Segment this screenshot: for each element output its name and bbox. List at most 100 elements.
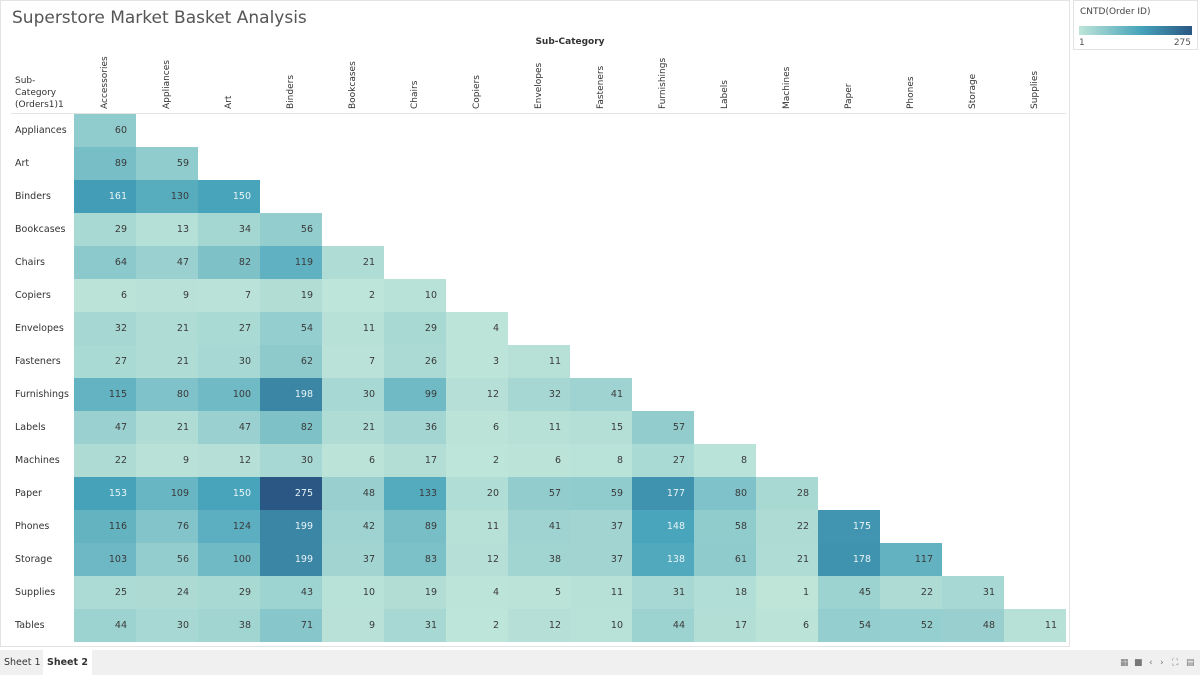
heatmap-cell[interactable]: 22 (756, 510, 818, 543)
heatmap-cell[interactable]: 275 (260, 477, 322, 510)
heatmap-cell[interactable]: 116 (74, 510, 136, 543)
heatmap-cell[interactable]: 161 (74, 180, 136, 213)
heatmap-cell[interactable]: 36 (384, 411, 446, 444)
row-header-label[interactable]: Copiers (15, 290, 51, 301)
heatmap-cell[interactable]: 10 (570, 609, 632, 642)
heatmap-cell[interactable]: 41 (508, 510, 570, 543)
heatmap-cell[interactable]: 31 (942, 576, 1004, 609)
heatmap-cell[interactable]: 37 (322, 543, 384, 576)
heatmap-cell[interactable]: 56 (136, 543, 198, 576)
heatmap-cell[interactable]: 30 (198, 345, 260, 378)
heatmap-cell[interactable]: 76 (136, 510, 198, 543)
row-header-label[interactable]: Fasteners (15, 356, 61, 367)
heatmap-cell[interactable]: 29 (198, 576, 260, 609)
row-header-label[interactable]: Storage (15, 554, 53, 565)
heatmap-cell[interactable]: 11 (1004, 609, 1066, 642)
heatmap-cell[interactable]: 124 (198, 510, 260, 543)
heatmap-cell[interactable]: 115 (74, 378, 136, 411)
row-header-label[interactable]: Tables (15, 620, 45, 631)
heatmap-cell[interactable]: 89 (384, 510, 446, 543)
row-header-label[interactable]: Appliances (15, 125, 67, 136)
heatmap-cell[interactable]: 62 (260, 345, 322, 378)
tab-sheet-2[interactable]: Sheet 2 (43, 650, 92, 675)
heatmap-cell[interactable]: 83 (384, 543, 446, 576)
column-header[interactable]: Phones (880, 53, 942, 109)
column-header[interactable]: Art (198, 53, 260, 109)
row-header-label[interactable]: Furnishings (15, 389, 69, 400)
heatmap-cell[interactable]: 11 (570, 576, 632, 609)
single-view-icon[interactable]: ■ (1134, 658, 1143, 668)
heatmap-cell[interactable]: 22 (880, 576, 942, 609)
heatmap-cell[interactable]: 11 (446, 510, 508, 543)
heatmap-cell[interactable]: 80 (694, 477, 756, 510)
row-header-label[interactable]: Machines (15, 455, 60, 466)
heatmap-cell[interactable]: 38 (508, 543, 570, 576)
heatmap-cell[interactable]: 4 (446, 576, 508, 609)
heatmap-cell[interactable]: 1 (756, 576, 818, 609)
heatmap-cell[interactable]: 26 (384, 345, 446, 378)
heatmap-cell[interactable]: 21 (136, 411, 198, 444)
heatmap-cell[interactable]: 9 (136, 279, 198, 312)
heatmap-cell[interactable]: 19 (384, 576, 446, 609)
heatmap-cell[interactable]: 48 (942, 609, 1004, 642)
column-header[interactable]: Bookcases (322, 53, 384, 109)
row-header-label[interactable]: Paper (15, 488, 42, 499)
heatmap-cell[interactable]: 47 (74, 411, 136, 444)
column-header[interactable]: Copiers (446, 53, 508, 109)
heatmap-cell[interactable]: 6 (508, 444, 570, 477)
heatmap-cell[interactable]: 99 (384, 378, 446, 411)
heatmap-cell[interactable]: 12 (198, 444, 260, 477)
heatmap-cell[interactable]: 138 (632, 543, 694, 576)
heatmap-cell[interactable]: 6 (756, 609, 818, 642)
heatmap-cell[interactable]: 177 (632, 477, 694, 510)
heatmap-cell[interactable]: 57 (632, 411, 694, 444)
heatmap-cell[interactable]: 150 (198, 180, 260, 213)
fullscreen-icon[interactable]: ⛶ (1172, 658, 1179, 668)
heatmap-cell[interactable]: 48 (322, 477, 384, 510)
heatmap-cell[interactable]: 12 (508, 609, 570, 642)
heatmap-cell[interactable]: 27 (74, 345, 136, 378)
heatmap-cell[interactable]: 54 (260, 312, 322, 345)
heatmap-cell[interactable]: 3 (446, 345, 508, 378)
heatmap-cell[interactable]: 30 (136, 609, 198, 642)
heatmap-cell[interactable]: 2 (446, 609, 508, 642)
column-header[interactable]: Supplies (1004, 53, 1066, 109)
heatmap-cell[interactable]: 47 (136, 246, 198, 279)
heatmap-cell[interactable]: 9 (322, 609, 384, 642)
heatmap-cell[interactable]: 11 (322, 312, 384, 345)
column-header[interactable]: Envelopes (508, 53, 570, 109)
heatmap-cell[interactable]: 71 (260, 609, 322, 642)
row-header-label[interactable]: Supplies (15, 587, 56, 598)
tab-sheet-1[interactable]: Sheet 1 (4, 657, 41, 668)
column-header[interactable]: Accessories (74, 53, 136, 109)
heatmap-cell[interactable]: 29 (74, 213, 136, 246)
heatmap-cell[interactable]: 19 (260, 279, 322, 312)
heatmap-cell[interactable]: 28 (756, 477, 818, 510)
heatmap-cell[interactable]: 199 (260, 510, 322, 543)
row-header-label[interactable]: Chairs (15, 257, 45, 268)
heatmap-cell[interactable]: 25 (74, 576, 136, 609)
present-icon[interactable]: ▤ (1186, 658, 1195, 668)
heatmap-cell[interactable]: 42 (322, 510, 384, 543)
heatmap-cell[interactable]: 60 (74, 114, 136, 147)
heatmap-cell[interactable]: 2 (322, 279, 384, 312)
heatmap-cell[interactable]: 44 (74, 609, 136, 642)
heatmap-cell[interactable]: 6 (74, 279, 136, 312)
prev-icon[interactable]: ‹ (1149, 658, 1153, 668)
heatmap-cell[interactable]: 153 (74, 477, 136, 510)
heatmap-cell[interactable]: 54 (818, 609, 880, 642)
heatmap-cell[interactable]: 11 (508, 345, 570, 378)
next-icon[interactable]: › (1160, 658, 1164, 668)
heatmap-cell[interactable]: 21 (322, 246, 384, 279)
heatmap-cell[interactable]: 21 (136, 345, 198, 378)
heatmap-cell[interactable]: 37 (570, 510, 632, 543)
heatmap-cell[interactable]: 100 (198, 543, 260, 576)
column-header[interactable]: Storage (942, 53, 1004, 109)
row-header-label[interactable]: Phones (15, 521, 50, 532)
heatmap-cell[interactable]: 89 (74, 147, 136, 180)
row-header-label[interactable]: Binders (15, 191, 51, 202)
heatmap-cell[interactable]: 4 (446, 312, 508, 345)
heatmap-cell[interactable]: 21 (136, 312, 198, 345)
heatmap-cell[interactable]: 30 (260, 444, 322, 477)
heatmap-cell[interactable]: 17 (384, 444, 446, 477)
